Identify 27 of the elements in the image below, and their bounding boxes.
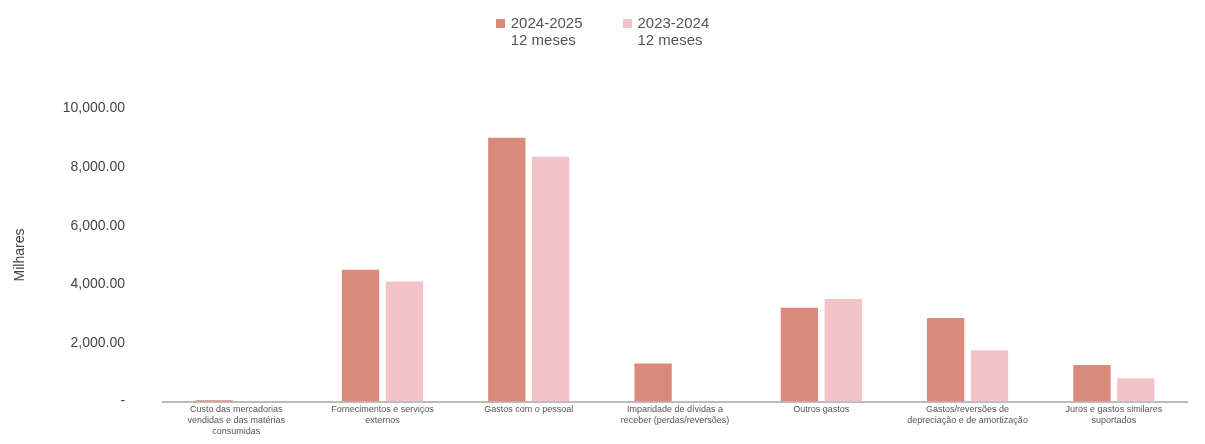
- x-tick-label: Gastos/reversões de depreciação e de amortização: [907, 404, 1028, 426]
- x-tick-label: Imparidade de dívidas a receber (perdas/reversões): [620, 404, 730, 426]
- bar: [1117, 378, 1155, 402]
- bar: [1073, 364, 1111, 402]
- y-tick-label: 2,000.00: [70, 333, 126, 350]
- bar: [634, 363, 672, 402]
- bar: [927, 318, 965, 402]
- legend-label: 2024-2025 12 meses: [510, 14, 583, 48]
- bar: [824, 298, 862, 402]
- y-axis-title: Milhares: [11, 228, 28, 282]
- x-tick-label: Gastos com o pessoal: [484, 404, 574, 415]
- legend-label: 2023-2024 12 meses: [637, 14, 710, 48]
- bar: [488, 137, 526, 402]
- y-tick-label: 6,000.00: [70, 216, 126, 233]
- y-tick-label: 4,000.00: [70, 275, 126, 292]
- y-tick-label: -: [120, 392, 126, 409]
- bar: [780, 307, 819, 402]
- y-tick-label: 8,000.00: [70, 157, 126, 174]
- x-tick-label: Custo das mercadorias vendidas e das matérias consumidas: [187, 404, 286, 437]
- bar: [532, 156, 570, 402]
- y-tick-label: 10,000.00: [62, 99, 126, 116]
- bar: [970, 350, 1009, 402]
- x-tick-label: Juros e gastos similares suportados: [1065, 404, 1163, 426]
- bar: [341, 269, 380, 402]
- x-tick-label: Outros gastos: [793, 404, 850, 415]
- bar: [385, 281, 424, 402]
- x-tick-label: Fornecimentos e serviços externos: [331, 404, 435, 426]
